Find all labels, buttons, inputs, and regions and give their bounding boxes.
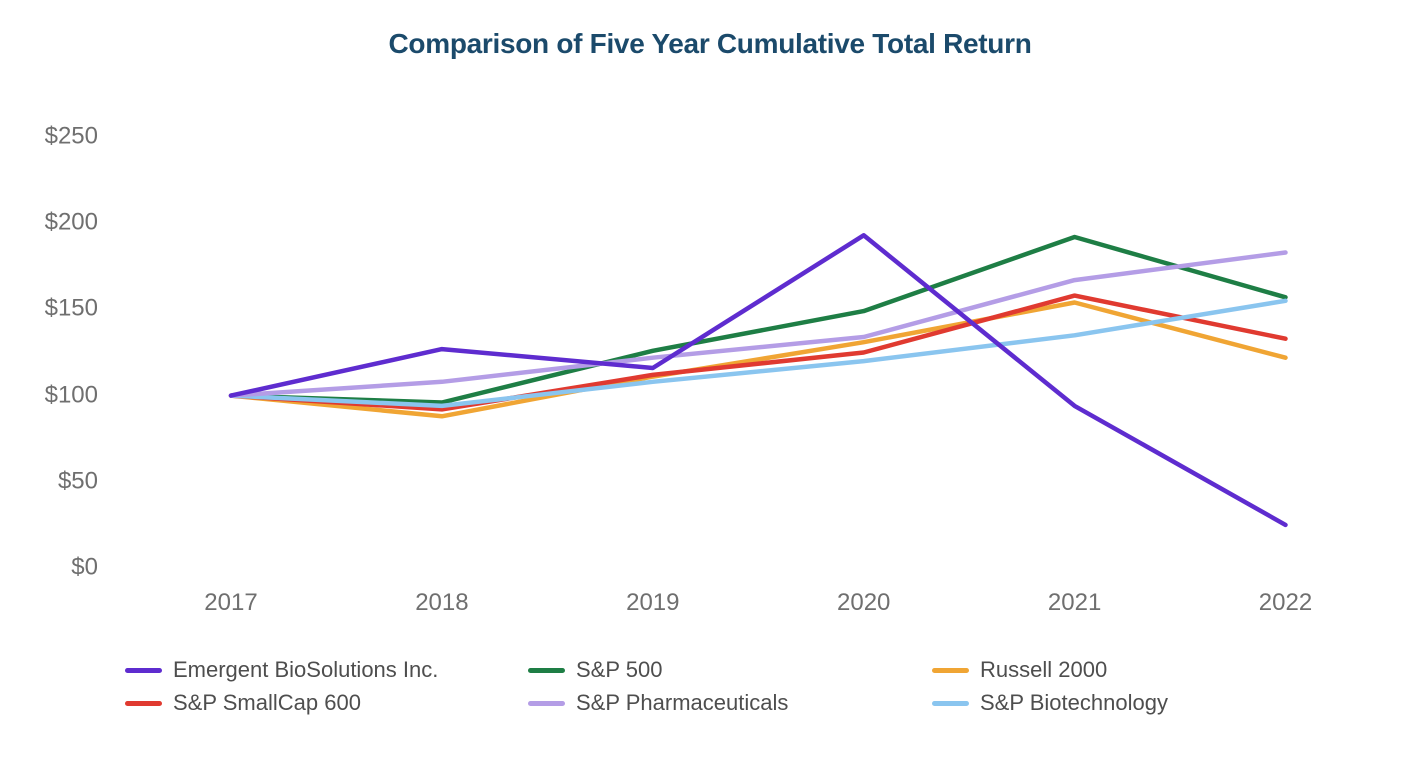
series-line-russell-2000 (228, 300, 1288, 419)
legend-item-s-p-biotechnology: S&P Biotechnology (932, 690, 1168, 716)
legend-item-emergent-biosolutions-inc-: Emergent BioSolutions Inc. (125, 657, 438, 683)
x-tick-label: 2018 (415, 589, 469, 616)
chart-title: Comparison of Five Year Cumulative Total… (388, 28, 1032, 59)
legend-label: Emergent BioSolutions Inc. (173, 657, 439, 682)
legend-label: S&P SmallCap 600 (173, 690, 361, 715)
legend-dash-icon (125, 700, 162, 706)
x-tick-label: 2022 (1258, 589, 1313, 616)
legend-dash-icon (932, 667, 969, 673)
series-line-emergent-biosolutions-inc- (228, 233, 1288, 528)
legend-item-s-p-pharmaceuticals: S&P Pharmaceuticals (528, 690, 788, 716)
legend-item-s-p-smallcap-600: S&P SmallCap 600 (125, 690, 361, 716)
legend-item-russell-2000: Russell 2000 (932, 657, 1107, 683)
y-tick-label: $250 (44, 122, 98, 150)
series-line-s-p-smallcap-600 (228, 293, 1288, 412)
x-tick-label: 2020 (836, 589, 891, 616)
legend-dash-icon (125, 667, 162, 673)
y-tick-label: $0 (71, 553, 98, 581)
x-tick-label: 2017 (204, 589, 258, 616)
x-tick-label: 2021 (1047, 589, 1102, 616)
series-line-s-p-pharmaceuticals (228, 250, 1288, 398)
series-line-s-p-biotechnology (228, 298, 1288, 409)
legend-label: S&P Pharmaceuticals (576, 690, 789, 715)
legend-dash-icon (932, 700, 969, 706)
x-tick-label: 2019 (626, 589, 680, 616)
legend-label: S&P 500 (576, 657, 663, 682)
y-tick-label: $200 (44, 208, 98, 236)
y-tick-label: $150 (44, 294, 98, 322)
legend-item-s-p-500: S&P 500 (528, 657, 662, 683)
y-tick-label: $50 (57, 467, 98, 495)
legend-label: S&P Biotechnology (980, 690, 1168, 715)
y-tick-label: $100 (44, 381, 98, 409)
legend-dash-icon (528, 700, 565, 706)
legend-dash-icon (528, 667, 565, 673)
series-line-s-p-500 (228, 234, 1288, 405)
legend-label: Russell 2000 (980, 657, 1108, 682)
